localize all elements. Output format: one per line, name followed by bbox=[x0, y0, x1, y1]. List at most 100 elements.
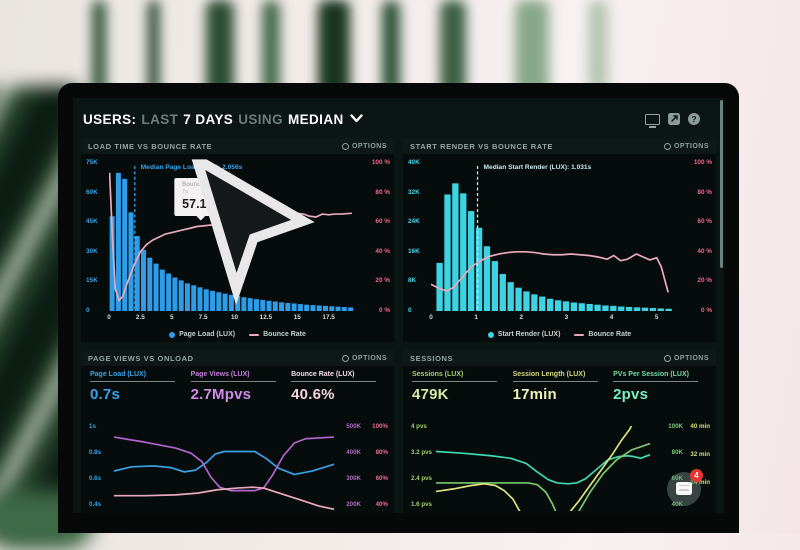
axis-label: 0.4s bbox=[89, 500, 102, 508]
metric-dropdown[interactable]: MEDIAN bbox=[287, 111, 344, 127]
axis-label: 80% bbox=[375, 448, 388, 456]
metric-underline bbox=[291, 381, 377, 382]
axis-label: 30K bbox=[86, 247, 98, 255]
axis-label: 15K bbox=[86, 277, 98, 285]
axis-label: 4 pvs bbox=[411, 423, 427, 430]
x-tick-label: 2.5 bbox=[135, 314, 145, 321]
options-button[interactable]: OPTIONS bbox=[663, 142, 709, 150]
chevron-down-icon[interactable] bbox=[349, 110, 363, 128]
axis-label: 40K bbox=[408, 159, 420, 166]
gear-icon bbox=[341, 142, 349, 150]
line-chart bbox=[436, 426, 656, 511]
axis-label: 500K bbox=[346, 423, 361, 430]
panel-start-render-vs-bounce-rate: START RENDER VS BOUNCE RATE OPTIONS 40K 3… bbox=[403, 138, 716, 342]
help-icon[interactable]: ? bbox=[688, 113, 700, 125]
dashboard-header: USERS: LAST 7 DAYS USING MEDIAN ? bbox=[83, 106, 716, 132]
axis-label: 40 % bbox=[375, 247, 390, 255]
legend-item[interactable]: Page Load (LUX) bbox=[169, 331, 235, 338]
median-annotation: Median Start Render (LUX): 1.031s bbox=[483, 164, 592, 171]
x-tick-label: 0 bbox=[429, 314, 433, 321]
dashboard-screen: USERS: LAST 7 DAYS USING MEDIAN ? LOAD T… bbox=[73, 98, 724, 513]
header-range-label: 7 DAYS bbox=[183, 111, 234, 127]
axis-label: 24 min bbox=[690, 479, 710, 486]
x-tick-label: 10 bbox=[230, 314, 239, 321]
axis-label: 8K bbox=[408, 277, 417, 285]
gear-icon bbox=[663, 354, 671, 362]
share-icon[interactable] bbox=[668, 113, 680, 125]
x-tick-label: 12.5 bbox=[259, 314, 273, 321]
axis-label: 40 % bbox=[697, 247, 712, 255]
y-axis-left: 40K 32K 24K 16K 8K 0 bbox=[408, 159, 429, 314]
chat-widget-button[interactable]: 4 bbox=[667, 469, 703, 506]
axis-label: 40% bbox=[375, 500, 388, 508]
axis-label: 1s bbox=[89, 423, 96, 430]
y-axis-right: 100 % 80 % 60 % 40 % 20 % 0 % bbox=[357, 159, 390, 314]
line-chart bbox=[114, 426, 334, 511]
line-chart-svg bbox=[114, 426, 334, 511]
x-tick-label: 1 bbox=[474, 314, 478, 321]
axis-label: 75K bbox=[86, 159, 98, 166]
y-axis-left: 75K 60K 45K 30K 15K 0 bbox=[86, 159, 107, 314]
legend-item[interactable]: Bounce Rate bbox=[574, 331, 631, 338]
plant-leaf bbox=[588, 0, 608, 92]
x-tick-label: 0 bbox=[107, 314, 111, 321]
chat-notification-badge: 4 bbox=[690, 469, 703, 482]
legend-line-icon bbox=[249, 333, 260, 336]
axis-label: 80 % bbox=[697, 188, 712, 196]
options-button[interactable]: OPTIONS bbox=[663, 354, 709, 362]
axis-label: 20 % bbox=[375, 277, 390, 285]
axis-label: 200K bbox=[346, 500, 361, 508]
axis-label: 60K bbox=[86, 188, 98, 196]
x-tick-label: 17.5 bbox=[322, 314, 335, 321]
y-axis-left: 4 pvs 3.2 pvs 2.4 pvs 1.6 pvs bbox=[411, 423, 435, 508]
metric-underline bbox=[613, 381, 699, 382]
options-button[interactable]: OPTIONS bbox=[341, 354, 387, 362]
mouse-cursor-icon bbox=[191, 159, 315, 306]
axis-label: 100 % bbox=[693, 159, 712, 166]
axis-label: 60K bbox=[671, 474, 683, 482]
axis-label: 80 % bbox=[375, 188, 390, 196]
panel-sessions: SESSIONS OPTIONS Sessions (LUX) 479K Ses… bbox=[403, 350, 716, 513]
y-axis-right-2: 40 min 32 min 24 min bbox=[685, 423, 710, 508]
display-icon[interactable] bbox=[645, 113, 660, 128]
median-annotation: Median Page Load (LUX): 2.056s bbox=[140, 164, 243, 171]
legend-item[interactable]: Start Render (LUX) bbox=[487, 331, 560, 338]
axis-label: 0 % bbox=[700, 306, 712, 314]
chart-plot: Median Start Render (LUX): 1.031s bbox=[431, 163, 677, 311]
plant-leaf bbox=[262, 0, 280, 96]
axis-label: 0 bbox=[408, 306, 412, 314]
axis-label: 100 % bbox=[371, 159, 390, 166]
legend-item[interactable]: Bounce Rate bbox=[249, 331, 306, 338]
metric-row: Sessions (LUX) 479K Session Length (LUX)… bbox=[412, 371, 714, 403]
panel-page-views-vs-onload: PAGE VIEWS VS ONLOAD OPTIONS Page Load (… bbox=[81, 350, 394, 513]
metric-page-views: Page Views (LUX) 2.7Mpvs bbox=[190, 371, 292, 403]
axis-label: 0 % bbox=[378, 306, 390, 314]
axis-label: 16K bbox=[408, 247, 420, 255]
plant-leaf bbox=[318, 0, 350, 98]
header-last-label: LAST bbox=[141, 111, 179, 127]
header-using-label: USING bbox=[238, 111, 283, 127]
axis-label: 0.6s bbox=[89, 474, 102, 482]
axis-label: 0 bbox=[86, 306, 90, 314]
y-axis-right-1: 100K 80K 60K 40K bbox=[658, 423, 683, 508]
x-tick-label: 5 bbox=[169, 314, 174, 321]
plant-leaf bbox=[206, 0, 234, 98]
metric-session-length: Session Length (LUX) 17min bbox=[512, 371, 614, 403]
bar-line-chart bbox=[109, 163, 355, 311]
options-button[interactable]: OPTIONS bbox=[341, 142, 387, 150]
y-axis-right: 100 % 80 % 60 % 40 % 20 % 0 % bbox=[679, 159, 712, 314]
metric-bounce-rate: Bounce Rate (LUX) 40.6% bbox=[291, 371, 392, 403]
chart-legend: Start Render (LUX) Bounce Rate bbox=[403, 331, 716, 338]
chat-bubble-icon bbox=[676, 482, 692, 495]
panel-title: PAGE VIEWS VS ONLOAD bbox=[88, 353, 194, 363]
panel-load-time-vs-bounce-rate: LOAD TIME VS BOUNCE RATE OPTIONS 75K 60K 4… bbox=[81, 138, 394, 342]
axis-label: 2.4 pvs bbox=[411, 474, 432, 482]
axis-label: 32 min bbox=[690, 451, 710, 458]
metric-underline bbox=[90, 381, 176, 382]
plant-leaf bbox=[92, 0, 106, 96]
x-axis: 0 1 2 3 4 5 bbox=[429, 314, 677, 322]
header-users-label: USERS: bbox=[83, 111, 137, 127]
scrollbar[interactable] bbox=[720, 100, 723, 268]
axis-label: 40 min bbox=[690, 423, 710, 430]
chart-plot: Median Page Load (LUX): 2.056s Bounce Ra… bbox=[109, 159, 355, 311]
